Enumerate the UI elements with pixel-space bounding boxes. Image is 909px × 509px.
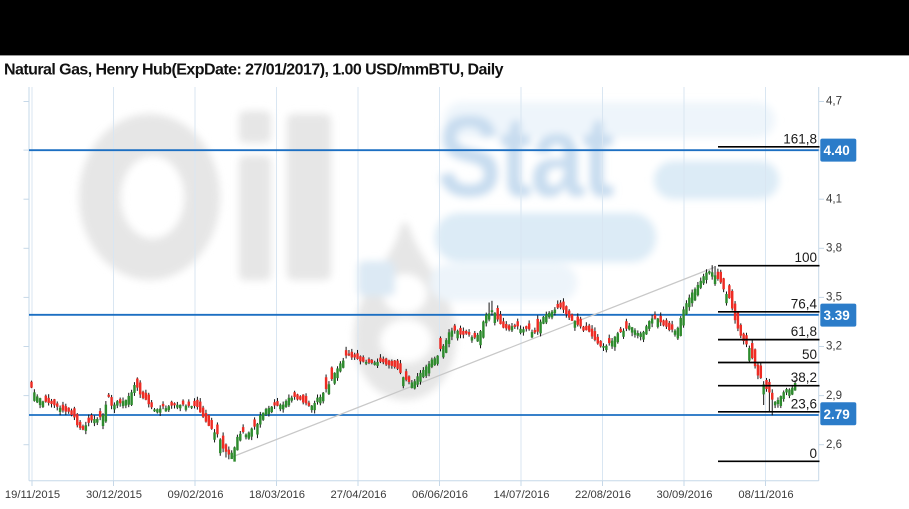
- svg-text:2.79: 2.79: [824, 407, 850, 422]
- svg-text:100: 100: [794, 250, 817, 265]
- svg-text:Stat: Stat: [437, 92, 614, 221]
- svg-text:4,1: 4,1: [826, 193, 842, 205]
- svg-text:2,9: 2,9: [826, 390, 842, 402]
- svg-text:30/12/2015: 30/12/2015: [86, 489, 142, 501]
- svg-text:61,8: 61,8: [791, 324, 817, 339]
- svg-text:06/06/2016: 06/06/2016: [412, 489, 468, 501]
- svg-text:38,2: 38,2: [791, 370, 817, 385]
- svg-text:4,7: 4,7: [826, 96, 842, 108]
- svg-text:14/07/2016: 14/07/2016: [494, 489, 550, 501]
- svg-text:09/02/2016: 09/02/2016: [168, 489, 224, 501]
- svg-text:76,4: 76,4: [791, 296, 818, 311]
- svg-text:23,6: 23,6: [791, 396, 817, 411]
- svg-text:3.39: 3.39: [824, 308, 850, 323]
- svg-text:Natural Gas, Henry Hub(ExpDate: Natural Gas, Henry Hub(ExpDate: 27/01/20…: [4, 62, 504, 79]
- svg-text:22/08/2016: 22/08/2016: [575, 489, 631, 501]
- svg-text:08/11/2016: 08/11/2016: [738, 489, 793, 501]
- svg-text:19/11/2015: 19/11/2015: [5, 489, 60, 501]
- svg-text:27/04/2016: 27/04/2016: [331, 489, 387, 501]
- svg-text:50: 50: [802, 347, 817, 362]
- svg-text:3,2: 3,2: [826, 341, 842, 353]
- svg-text:161,8: 161,8: [783, 131, 817, 146]
- svg-text:4.40: 4.40: [824, 143, 850, 158]
- svg-text:3,5: 3,5: [826, 292, 842, 304]
- svg-text:3,8: 3,8: [826, 243, 842, 255]
- svg-text:18/03/2016: 18/03/2016: [249, 489, 305, 501]
- svg-text:0: 0: [809, 446, 817, 461]
- svg-text:30/09/2016: 30/09/2016: [657, 489, 713, 501]
- svg-text:2,6: 2,6: [826, 439, 842, 451]
